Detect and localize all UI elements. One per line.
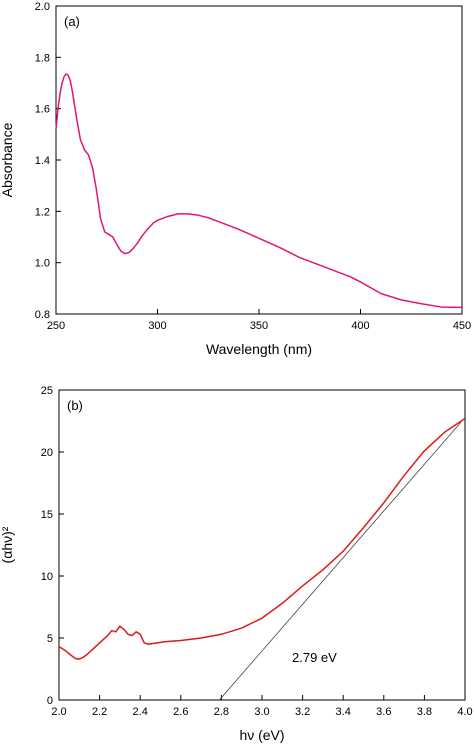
panel-b-y-ticks: 0 5 10 15 20 25 — [41, 385, 64, 707]
panel-b-label: (b) — [67, 398, 83, 413]
x-tick-label: 2.8 — [214, 706, 229, 718]
data-series-line — [55, 73, 463, 309]
y-tick-label: 10 — [41, 571, 53, 583]
x-tick-label: 2.6 — [173, 706, 188, 718]
panel-a-x-ticks: 250 300 350 400 450 — [47, 309, 471, 332]
y-tick-label: 2.0 — [35, 1, 50, 13]
panel-b-series — [58, 417, 466, 701]
y-tick-label: 5 — [47, 633, 53, 645]
y-tick-label: 1.2 — [35, 206, 50, 218]
panel-b-x-axis-title: hν (eV) — [239, 727, 284, 743]
x-tick-label: 300 — [148, 320, 166, 332]
y-tick-label: 1.8 — [35, 52, 50, 64]
x-tick-label: 2.4 — [133, 706, 148, 718]
x-tick-label: 3.2 — [295, 706, 310, 718]
panel-b-y-axis-title: (αhν)² — [0, 526, 15, 563]
x-tick-label: 250 — [47, 320, 65, 332]
y-tick-label: 1.4 — [35, 155, 50, 167]
x-tick-label: 4.0 — [457, 706, 472, 718]
panel-a-plot-frame — [55, 5, 463, 315]
y-tick-label: 25 — [41, 385, 53, 397]
panel-a-y-axis-title: Absorbance — [0, 122, 15, 197]
x-tick-label: 2.2 — [92, 706, 107, 718]
y-tick-label: 20 — [41, 447, 53, 459]
x-tick-label: 400 — [351, 320, 369, 332]
panel-a-series — [55, 73, 463, 309]
panel-b: 2.0 2.2 2.4 2.6 2.8 3.0 3.2 3.4 3.6 3.8 4.0 0 5 10 15… — [0, 385, 473, 743]
panel-a: 250 300 350 400 450 0.8 1.0 1.2 1.4 1.6 1.8 2.0 (a… — [0, 1, 471, 357]
y-tick-label: 1.6 — [35, 104, 50, 116]
panel-b-plot-frame — [58, 389, 466, 701]
panel-b-x-ticks: 2.0 2.2 2.4 2.6 2.8 3.0 3.2 3.4 3.6 3.8 4.0 — [51, 695, 473, 718]
band-gap-annotation: 2.79 eV — [292, 650, 337, 665]
panel-a-label: (a) — [64, 14, 80, 29]
x-tick-label: 2.0 — [51, 706, 66, 718]
x-tick-label: 450 — [453, 320, 471, 332]
y-tick-label: 0.8 — [35, 309, 50, 321]
x-tick-label: 3.4 — [336, 706, 351, 718]
panel-a-x-axis-title: Wavelength (nm) — [206, 341, 312, 357]
panel-a-y-ticks: 0.8 1.0 1.2 1.4 1.6 1.8 2.0 — [35, 1, 61, 321]
y-tick-label: 0 — [47, 695, 53, 707]
y-tick-label: 15 — [41, 509, 53, 521]
data-series-line — [58, 417, 466, 660]
x-tick-label: 350 — [250, 320, 268, 332]
y-tick-label: 1.0 — [35, 258, 50, 270]
x-tick-label: 3.8 — [417, 706, 432, 718]
linear-fit-line — [219, 421, 462, 701]
x-tick-label: 3.6 — [376, 706, 391, 718]
x-tick-label: 3.0 — [254, 706, 269, 718]
